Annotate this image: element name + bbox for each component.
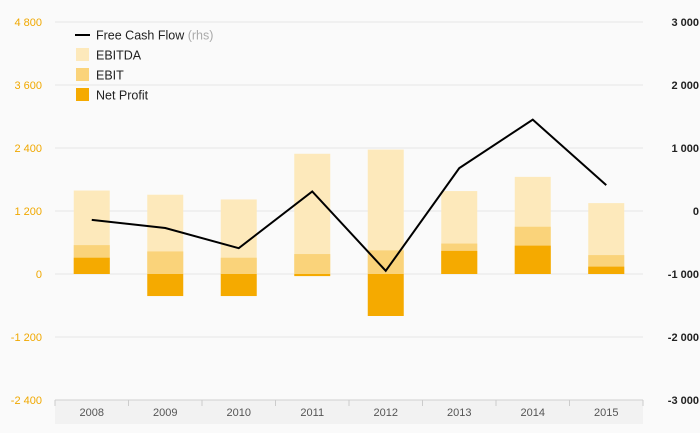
y-right-tick-label: -1 000 xyxy=(668,269,699,281)
x-tick-label: 2014 xyxy=(521,407,545,419)
net-profit-bar xyxy=(147,274,184,297)
x-tick-label: 2015 xyxy=(594,407,618,419)
ebitda-bar xyxy=(294,153,331,274)
ebit-bar xyxy=(147,251,184,274)
y-right-tick-label: 3 000 xyxy=(671,17,699,29)
y-right-tick-label: -3 000 xyxy=(668,395,699,407)
y-left-tick-label: -1 200 xyxy=(11,332,42,344)
legend-label: EBIT xyxy=(96,69,124,83)
legend-label: Net Profit xyxy=(96,89,149,103)
legend-label: EBITDA xyxy=(96,49,142,63)
ebit-bar xyxy=(294,254,331,274)
free-cash-flow-line xyxy=(91,118,607,273)
x-tick-label: 2011 xyxy=(300,407,324,419)
net-profit-bar xyxy=(367,274,404,316)
legend-box-swatch xyxy=(76,88,89,101)
net-profit-bar xyxy=(294,274,331,277)
x-tick-label: 2008 xyxy=(80,407,104,419)
net-profit-bar xyxy=(220,274,257,297)
legend-box-swatch xyxy=(76,48,89,61)
y-right-tick-label: 2 000 xyxy=(671,80,699,92)
net-profit-bar xyxy=(73,257,110,274)
x-tick-label: 2009 xyxy=(153,407,177,419)
legend-label: Free Cash Flow (rhs) xyxy=(96,29,213,43)
x-tick-label: 2010 xyxy=(227,407,251,419)
axes: -2 400 -1 200 0 1 200 2 400 3 600 4 800 -3 000 -… xyxy=(11,17,699,424)
y-left-tick-label: 1 200 xyxy=(14,206,42,218)
bars xyxy=(73,149,625,316)
gridlines xyxy=(55,21,643,401)
y-right-tick-label: 0 xyxy=(693,206,699,218)
y-left-tick-label: 3 600 xyxy=(14,80,42,92)
y-left-tick-label: -2 400 xyxy=(11,395,42,407)
net-profit-bar xyxy=(441,250,478,274)
x-tick-label: 2013 xyxy=(447,407,471,419)
y-left-tick-label: 0 xyxy=(36,269,42,281)
x-tick-label: 2012 xyxy=(374,407,398,419)
net-profit-bar xyxy=(588,266,625,274)
net-profit-bar xyxy=(514,245,551,274)
y-left-tick-label: 4 800 xyxy=(14,17,42,29)
free-cash-flow-line-group xyxy=(91,118,607,273)
ebit-bar xyxy=(367,250,404,274)
y-left-tick-label: 2 400 xyxy=(14,143,42,155)
legend-box-swatch xyxy=(76,68,89,81)
ebit-bar xyxy=(220,257,257,274)
legend: Free Cash Flow (rhs) EBITDA EBIT Net Profit xyxy=(75,29,213,103)
y-right-tick-label: 1 000 xyxy=(671,143,699,155)
y-right-tick-label: -2 000 xyxy=(668,332,699,344)
